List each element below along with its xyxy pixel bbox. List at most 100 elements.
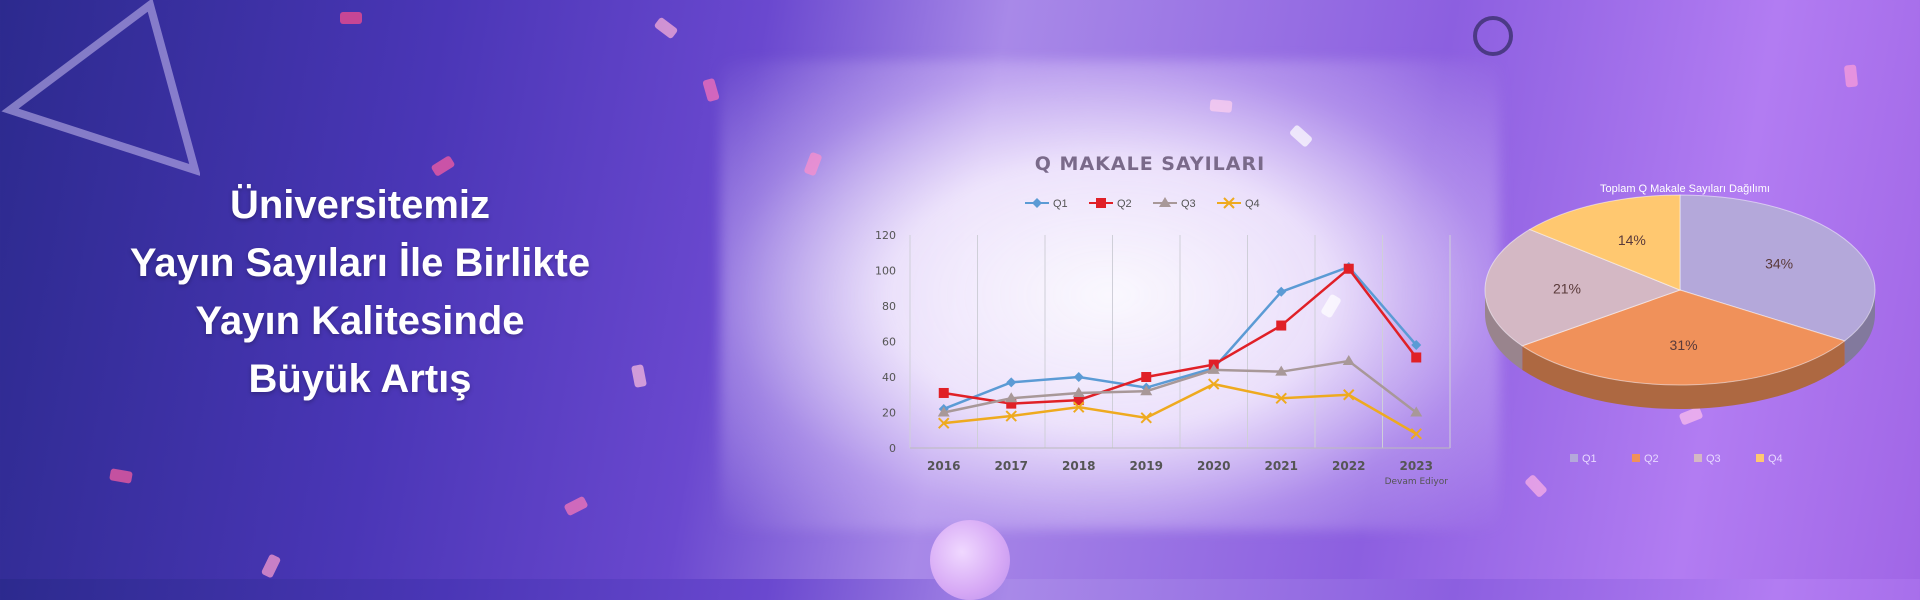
series-line [943, 266, 1418, 405]
x-tick-label: 2018 [1062, 459, 1095, 473]
headline-line-3: Yayın Kalitesinde [195, 299, 525, 343]
data-point-marker [1207, 363, 1220, 374]
pie-slice-q1 [1679, 194, 1876, 342]
legend-label: Q4 [1768, 453, 1783, 465]
legend-entry: Q4 [1217, 197, 1260, 210]
headline-line-1: Üniversitemiz [229, 183, 491, 227]
x-tick-label: 2020 [1197, 459, 1230, 473]
data-point-marker [1275, 392, 1287, 405]
data-point-marker [1342, 355, 1355, 366]
x-tick-label: 2022 [1332, 459, 1365, 473]
data-point-marker [1343, 263, 1354, 274]
legend-label: Q1 [1053, 198, 1068, 210]
y-tick-label: 20 [882, 407, 896, 420]
legend-label: Q4 [1245, 198, 1260, 210]
pie-chart-legend: Q1 Q2 Q3 Q4 [1570, 453, 1783, 465]
data-point-marker [1208, 378, 1220, 390]
line-chart-grid [909, 235, 1451, 449]
data-point-marker [1032, 198, 1042, 208]
legend-label: Q2 [1117, 198, 1132, 210]
data-point-marker [1411, 352, 1422, 363]
legend-entry: Q1 [1025, 198, 1068, 210]
triangle-outline-decoration [1, 0, 200, 176]
line-chart-legend: Q1 Q2 Q3 Q4 [1025, 197, 1260, 210]
pie-legend-entry: Q1 [1570, 453, 1597, 465]
confetti-piece [653, 16, 679, 40]
data-point-marker [1073, 401, 1085, 413]
x-tick-label: 2019 [1130, 459, 1163, 473]
line-chart: Q MAKALE SAYILARI Q1 Q2 Q3 Q4 0 20 40 60 80 100 1… [875, 153, 1451, 487]
data-point-marker [1276, 286, 1287, 297]
y-tick-label: 80 [882, 300, 896, 313]
series-line [943, 359, 1418, 414]
y-tick-label: 0 [889, 442, 896, 455]
legend-entry: Q3 [1153, 197, 1196, 210]
data-point-marker [1275, 365, 1288, 376]
orb-decoration [930, 520, 1010, 600]
data-point-marker [1072, 386, 1085, 397]
pie-slice-side-q3 [1485, 290, 1523, 370]
pie-data-label: 31% [1670, 337, 1698, 353]
x-tick-label: 2021 [1265, 459, 1298, 473]
data-point-marker [1006, 377, 1017, 388]
confetti-piece [430, 155, 456, 177]
x-tick-label: 2023 [1400, 459, 1433, 473]
data-point-marker [1411, 340, 1422, 351]
data-point-marker [1140, 385, 1153, 396]
x-tick-label: 2017 [995, 459, 1028, 473]
y-tick-label: 40 [882, 371, 896, 384]
series-q2 [938, 263, 1422, 409]
confetti-piece [109, 468, 133, 484]
data-point-marker [1223, 197, 1235, 209]
pie-slice-q4 [1528, 194, 1681, 291]
series-line [943, 265, 1418, 411]
legend-entry: Q2 [1089, 198, 1132, 210]
confetti-piece [260, 553, 282, 579]
data-point-marker [1096, 198, 1106, 208]
pie-chart-labels: 34% 31% 21% 14% [1553, 232, 1793, 353]
ring-decoration [1473, 16, 1513, 56]
confetti-piece [702, 77, 720, 103]
legend-swatch [1756, 454, 1764, 462]
pie-chart-body [1484, 194, 1876, 409]
confetti-piece [340, 12, 362, 24]
data-point-marker [1276, 320, 1287, 331]
pie-data-label: 21% [1553, 280, 1581, 296]
data-point-marker [1005, 392, 1018, 403]
pie-data-label: 34% [1765, 255, 1793, 271]
data-point-marker [1343, 389, 1355, 401]
data-point-marker [1073, 372, 1084, 382]
legend-label: Q3 [1181, 198, 1196, 210]
line-chart-x-axis: 2016 2017 2018 2019 2020 2021 2022 2023 [927, 459, 1433, 473]
headline-line-2: Yayın Sayıları İle Birlikte [129, 241, 591, 285]
headline: Üniversitemiz Yayın Sayıları İle Birlikt… [80, 176, 640, 408]
pie-slice-q2 [1521, 289, 1846, 386]
pie-slice-side-q2 [1522, 340, 1845, 409]
data-point-marker [1410, 428, 1422, 440]
line-chart-series [937, 261, 1423, 440]
series-q4 [938, 378, 1422, 440]
legend-label: Q2 [1644, 453, 1659, 465]
legend-swatch [1570, 454, 1578, 462]
headline-line-4: Büyük Artış [248, 357, 472, 401]
data-point-marker [938, 387, 949, 398]
x-tick-label: 2016 [927, 459, 960, 473]
pie-chart-title: Toplam Q Makale Sayıları Dağılımı [1600, 183, 1770, 195]
series-line [943, 382, 1417, 435]
y-tick-label: 120 [875, 229, 896, 242]
pie-legend-entry: Q3 [1694, 453, 1721, 465]
y-tick-label: 100 [875, 265, 896, 278]
data-point-marker [1159, 197, 1171, 207]
data-point-marker [1410, 406, 1423, 417]
x-axis-note: Devam Ediyor [1385, 477, 1449, 487]
data-point-marker [937, 406, 950, 417]
data-point-marker [1140, 412, 1152, 424]
y-tick-label: 60 [882, 336, 896, 349]
pie-legend-entry: Q4 [1756, 453, 1783, 465]
data-point-marker [938, 417, 950, 429]
data-point-marker [1005, 410, 1017, 422]
legend-swatch [1632, 454, 1640, 462]
confetti-piece [1843, 64, 1859, 88]
data-point-marker [1006, 398, 1017, 409]
pie-chart: Toplam Q Makale Sayıları Dağılımı 34% 31%… [1484, 183, 1876, 465]
